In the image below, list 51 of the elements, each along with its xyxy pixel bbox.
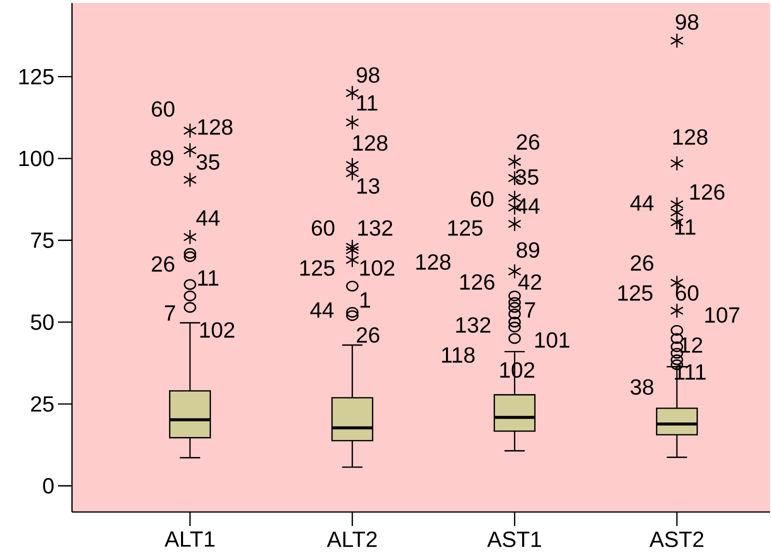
annotation: 26 [630,255,654,271]
annotation: 126 [460,274,494,290]
x-tick-label: AST2 [649,532,704,548]
annotation: 42 [518,274,542,290]
annotation: 89 [516,242,540,258]
annotation: 126 [690,184,724,200]
annotation: 60 [470,191,494,207]
annotation: 7 [165,305,176,321]
y-tick-label: 25 [31,396,54,412]
annotation: 102 [360,260,394,276]
annotation: 44 [516,198,540,214]
annotation: 26 [152,256,174,272]
annotation: 128 [353,135,388,151]
annotation: 60 [676,285,698,301]
annotation: 128 [416,254,450,270]
annotation: 44 [310,302,334,318]
annotation: 1 [360,292,370,308]
annotation: 44 [196,210,220,226]
x-tick-label: AST1 [487,532,542,548]
y-tick-label: 125 [19,68,54,84]
y-tick-label: 100 [19,150,54,166]
annotation: 102 [200,322,234,338]
annotation: 125 [618,285,652,301]
annotation: 107 [705,307,740,323]
annotation: 125 [448,220,482,236]
annotation: 26 [516,134,540,150]
y-tick-label: 0 [43,478,54,494]
annotation: 98 [676,14,698,30]
annotation: 13 [357,178,380,194]
annotation: 132 [456,317,490,333]
annotation: 38 [630,379,654,395]
x-tick-label: ALT2 [326,532,377,547]
x-tick-label: ALT1 [164,532,214,547]
annotation: 125 [300,260,334,276]
annotation: 11 [357,95,378,111]
annotation: 60 [152,101,174,117]
y-tick-label: 75 [31,232,54,248]
annotation: 60 [312,220,334,236]
annotation: 35 [196,154,220,170]
annotation: 7 [525,302,536,318]
annotation: 101 [535,332,570,348]
annotation: 132 [358,220,392,236]
annotation: 26 [356,327,380,343]
annotation: 118 [442,347,475,363]
annotation: 44 [630,195,654,211]
annotation: 98 [356,67,380,83]
annotation: 128 [198,119,232,135]
annotation: 89 [150,150,174,166]
annotation: 11 [198,270,218,286]
y-tick-label: 50 [30,314,54,330]
annotation: 128 [673,129,708,145]
